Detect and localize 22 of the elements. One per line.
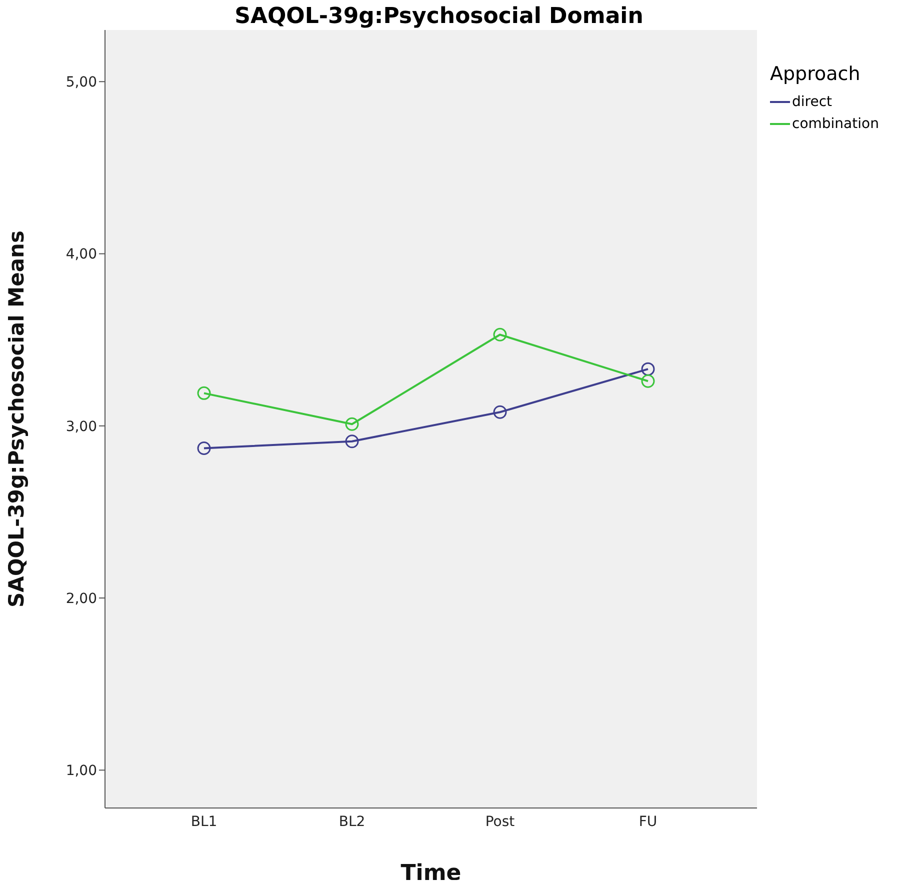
point	[493, 328, 507, 342]
point	[197, 386, 211, 400]
y-tick-label: 2,00	[66, 590, 97, 607]
y-tick-label: 5,00	[66, 74, 97, 91]
x-axis-title: Time	[400, 861, 462, 886]
x-tick-label: BL2	[338, 814, 366, 830]
legend-label: combination	[792, 115, 879, 134]
x-tick-label: BL1	[190, 814, 218, 830]
x-tick-label: FU	[638, 814, 658, 830]
y-tick-label: 1,00	[66, 763, 97, 780]
legend-title: Approach	[770, 63, 862, 85]
point	[197, 442, 211, 456]
point	[345, 417, 359, 431]
point	[345, 434, 359, 448]
y-tick-label: 4,00	[66, 246, 97, 263]
point	[641, 362, 655, 376]
y-tick-label: 3,00	[66, 418, 97, 435]
x-tick-label: Post	[485, 814, 516, 830]
chart-title: SAQOL-39g:Psychosocial Domain	[234, 4, 644, 29]
legend-label: direct	[792, 93, 832, 112]
point	[641, 374, 655, 388]
point	[493, 405, 507, 419]
